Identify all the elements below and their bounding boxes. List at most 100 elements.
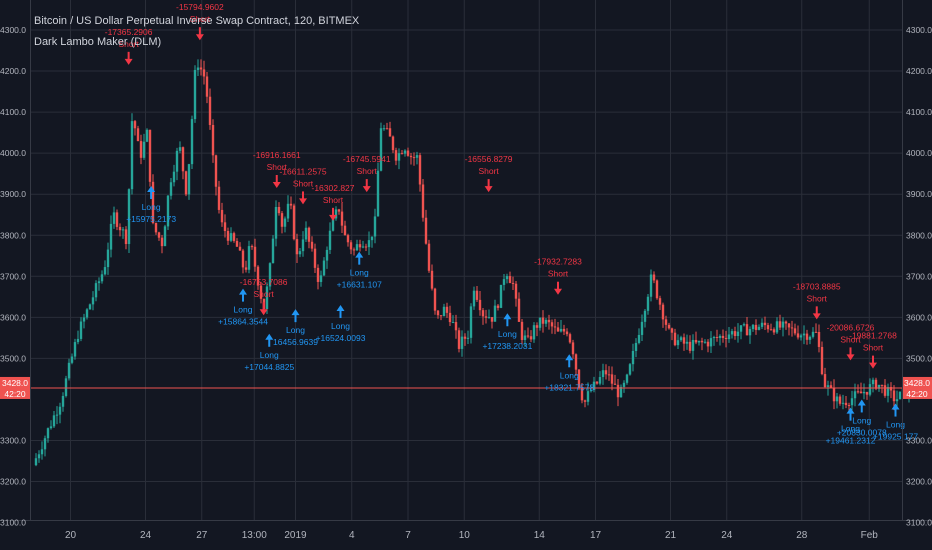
- candle-body: [394, 150, 398, 161]
- candle-body: [469, 306, 473, 338]
- candle-body: [895, 399, 899, 402]
- y-tick-label-right: 3600.0: [906, 312, 932, 322]
- candle-body: [661, 304, 665, 320]
- time-axis[interactable]: 20 24 27 13:00 2019 4 7 10 14 17 21 24 28 Feb: [65, 530, 878, 541]
- candle-body: [844, 402, 848, 406]
- candle-body: [100, 274, 104, 282]
- y-tick-label-left: 4300.0: [0, 25, 26, 35]
- candle-body: [319, 275, 323, 282]
- candle-body: [886, 386, 890, 396]
- candle-body: [259, 285, 263, 299]
- y-tick-label-left: 3700.0: [0, 271, 26, 281]
- x-tick-label: 20: [65, 530, 77, 541]
- x-tick-label: 13:00: [242, 530, 267, 541]
- candle-body: [586, 391, 590, 402]
- candle-body: [859, 391, 863, 394]
- candle-body: [829, 385, 833, 388]
- y-tick-label-right: 3300.0: [906, 436, 932, 446]
- short-signal: -18703.8885 Short: [793, 281, 841, 320]
- candle-body: [220, 209, 224, 223]
- candle-body: [748, 329, 752, 336]
- candle-body: [592, 381, 596, 390]
- candle-body: [94, 283, 98, 298]
- candle-body: [475, 290, 479, 300]
- price-tag-left-bg: [0, 376, 30, 399]
- candle-body: [646, 296, 650, 311]
- x-tick-label: 24: [140, 530, 152, 541]
- price-axis-left[interactable]: 4300.0 4200.0 4100.0 4000.0 3900.0 3800.0 3700…: [0, 25, 26, 528]
- candle-body: [343, 225, 347, 236]
- y-tick-label-right: 3500.0: [906, 353, 932, 363]
- candle-body: [265, 286, 269, 310]
- candle-body: [436, 310, 440, 316]
- candle-body: [46, 428, 50, 439]
- symbol-title: Bitcoin / US Dollar Perpetual Inverse Sw…: [34, 15, 360, 27]
- candle-body: [553, 326, 557, 328]
- candle-body: [130, 121, 134, 190]
- candle-body: [79, 321, 83, 339]
- candle-body: [460, 336, 464, 349]
- long-arrow-icon: [147, 185, 156, 192]
- y-tick-label-left: 3200.0: [0, 477, 26, 487]
- candle-body: [163, 226, 167, 247]
- candle-body: [61, 395, 65, 407]
- candle-body: [205, 76, 209, 97]
- candle-body: [616, 384, 620, 398]
- y-tick-label-right: 3100.0: [906, 518, 932, 528]
- candle-body: [628, 364, 632, 375]
- candle-body: [766, 325, 770, 330]
- candle-body: [391, 136, 395, 151]
- candle-body: [688, 341, 692, 351]
- long-signal-label: Long: [260, 350, 279, 360]
- long-signal-label: Long: [560, 370, 579, 380]
- candle-body: [442, 306, 446, 317]
- candle-body: [631, 350, 635, 365]
- candle-body: [208, 96, 212, 125]
- candle-body: [835, 396, 839, 402]
- candle-body: [67, 362, 71, 379]
- y-tick-label-right: 4100.0: [906, 107, 932, 117]
- candle-body: [730, 331, 734, 335]
- candle-body: [604, 370, 608, 375]
- y-tick-label-left: 3500.0: [0, 353, 26, 363]
- candle-body: [133, 121, 137, 129]
- candle-body: [277, 207, 281, 214]
- candle-body: [496, 305, 500, 308]
- short-signal-value: -16753.7086: [240, 277, 288, 287]
- x-tick-label: 10: [459, 530, 471, 541]
- candle-body: [424, 217, 428, 244]
- short-arrow-icon: [554, 288, 562, 295]
- short-signal-label: Short: [118, 39, 139, 49]
- candle-body: [106, 249, 110, 268]
- candle-body: [37, 454, 41, 459]
- candle-body: [847, 405, 851, 407]
- indicator-title[interactable]: Dark Lambo Maker (DLM): [34, 36, 162, 48]
- price-axis-right[interactable]: 4300.0 4200.0 4100.0 4000.0 3900.0 3800.0 3700…: [906, 25, 932, 528]
- candle-body: [169, 182, 173, 196]
- short-signal-label: Short: [548, 269, 569, 279]
- long-signal-value: +20830.0078: [837, 427, 887, 437]
- long-arrow-icon: [336, 305, 345, 312]
- candle-body: [172, 171, 176, 183]
- candle-body: [331, 218, 335, 231]
- candle-body: [784, 321, 788, 324]
- candle-body: [763, 322, 767, 326]
- candle-body: [49, 426, 53, 429]
- candle-body: [817, 332, 821, 347]
- candle-body: [268, 263, 272, 287]
- long-signal: Long +17044.8825: [244, 333, 294, 372]
- long-arrow-icon: [503, 313, 512, 320]
- candle-body: [88, 304, 92, 310]
- candle-body: [598, 377, 602, 384]
- candle-body: [238, 246, 242, 251]
- long-signal-label: Long: [841, 424, 860, 434]
- candle-body: [532, 325, 536, 340]
- x-tick-label: 2019: [284, 530, 307, 541]
- candle-body: [457, 330, 461, 349]
- candle-body: [664, 319, 668, 325]
- candle-body: [565, 331, 569, 335]
- candle-body: [778, 321, 782, 328]
- candle-body: [382, 128, 386, 130]
- short-signal-label: Short: [807, 293, 828, 303]
